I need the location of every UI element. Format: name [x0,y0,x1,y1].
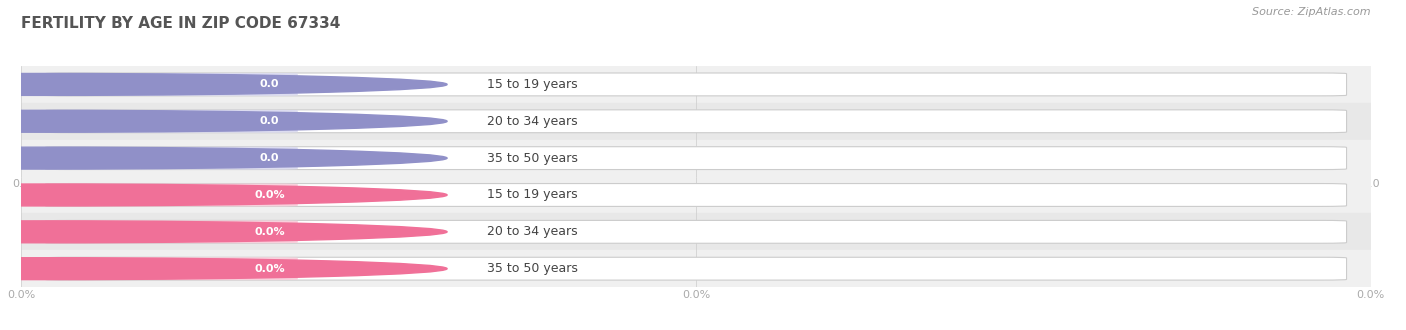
FancyBboxPatch shape [45,183,298,206]
Text: 0.0%: 0.0% [254,264,285,274]
FancyBboxPatch shape [243,187,295,203]
Text: 0.0%: 0.0% [254,227,285,237]
Bar [21,140,1371,177]
Circle shape [0,74,447,95]
Circle shape [0,258,447,280]
Text: 0.0: 0.0 [260,153,280,163]
Text: FERTILITY BY AGE IN ZIP CODE 67334: FERTILITY BY AGE IN ZIP CODE 67334 [21,16,340,31]
Text: 0.0: 0.0 [260,80,280,89]
Text: Source: ZipAtlas.com: Source: ZipAtlas.com [1253,7,1371,16]
Text: 20 to 34 years: 20 to 34 years [488,225,578,238]
FancyBboxPatch shape [45,73,1347,96]
FancyBboxPatch shape [243,113,295,129]
FancyBboxPatch shape [45,183,1347,206]
Text: 20 to 34 years: 20 to 34 years [488,115,578,128]
FancyBboxPatch shape [243,260,295,277]
FancyBboxPatch shape [45,73,298,96]
FancyBboxPatch shape [45,147,298,170]
Circle shape [0,147,447,169]
Text: 15 to 19 years: 15 to 19 years [488,78,578,91]
Circle shape [0,221,447,243]
Bar [21,214,1371,250]
FancyBboxPatch shape [45,147,1347,170]
FancyBboxPatch shape [45,257,1347,280]
FancyBboxPatch shape [45,110,1347,133]
Text: 0.0: 0.0 [260,116,280,126]
Circle shape [0,110,447,132]
FancyBboxPatch shape [243,150,295,166]
Text: 0.0%: 0.0% [254,190,285,200]
FancyBboxPatch shape [45,220,1347,243]
Text: 35 to 50 years: 35 to 50 years [488,262,578,275]
FancyBboxPatch shape [45,220,298,243]
Circle shape [0,184,447,206]
FancyBboxPatch shape [45,110,298,133]
Bar [21,66,1371,103]
FancyBboxPatch shape [243,224,295,240]
Bar [21,103,1371,140]
FancyBboxPatch shape [45,257,298,280]
Text: 35 to 50 years: 35 to 50 years [488,151,578,165]
Text: 15 to 19 years: 15 to 19 years [488,188,578,202]
Bar [21,250,1371,287]
Bar [21,177,1371,214]
FancyBboxPatch shape [243,76,295,93]
